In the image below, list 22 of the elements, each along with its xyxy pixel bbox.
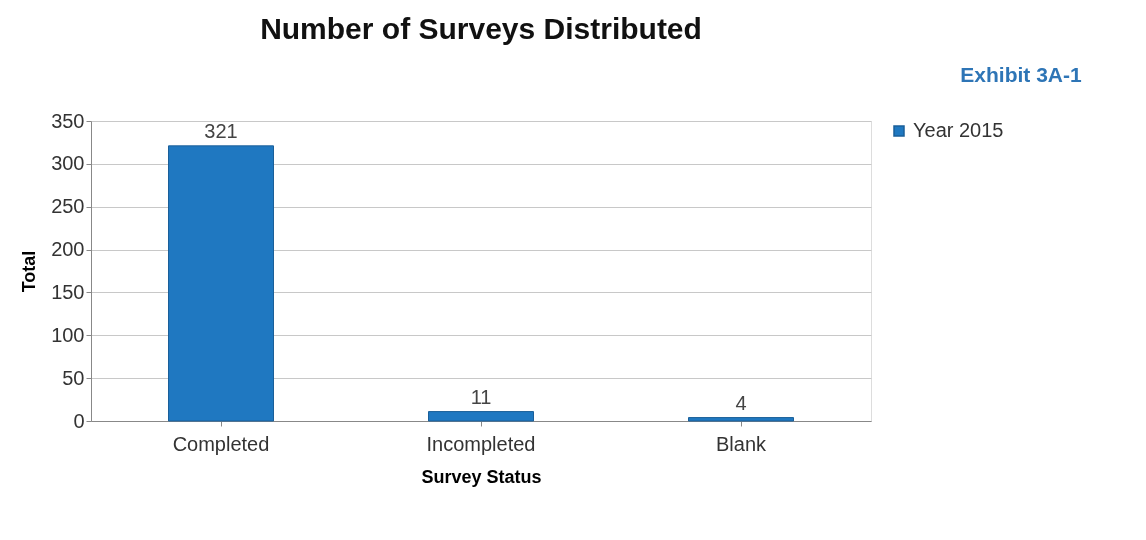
x-axis-title: Survey Status xyxy=(421,466,542,487)
y-tick-label: 250 xyxy=(51,195,85,218)
y-tick-label: 200 xyxy=(51,238,85,261)
y-tick-label: 350 xyxy=(51,109,85,132)
bar xyxy=(688,417,794,422)
data-label: 321 xyxy=(204,119,238,142)
y-tick-label: 0 xyxy=(73,409,85,432)
text: Exhibit 3A-1 xyxy=(960,63,1082,86)
y-tick-label: 50 xyxy=(62,366,85,389)
x-tick-label: Blank xyxy=(715,432,768,455)
x-tick-label: Incompleted xyxy=(426,432,536,455)
legend-label: Year 2015 xyxy=(913,119,1004,141)
x-tick-label: Completed xyxy=(172,432,270,455)
y-tick-label: 100 xyxy=(51,323,85,346)
data-label: 4 xyxy=(735,391,747,414)
y-tick-label: 300 xyxy=(51,152,85,175)
bar xyxy=(428,411,534,422)
data-label: 11 xyxy=(470,385,492,408)
bar xyxy=(168,145,274,422)
y-axis-title: Total xyxy=(19,250,40,293)
chart-title: Number of Surveys Distributed xyxy=(260,12,702,45)
y-tick-label: 150 xyxy=(51,280,85,303)
